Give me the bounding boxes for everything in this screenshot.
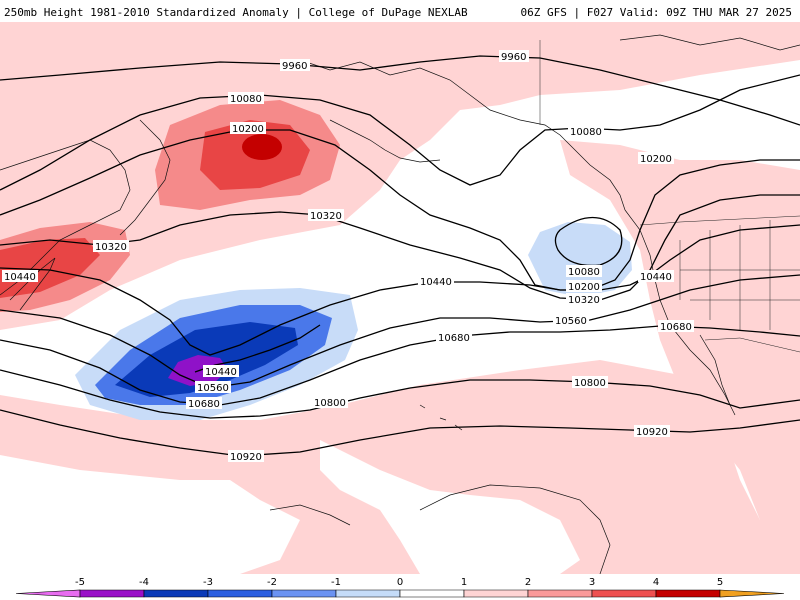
label-9960-a: 9960 [282,61,307,72]
coastlines [0,34,800,574]
near-normal-zone [320,440,580,574]
map-header: 250mb Height 1981-2010 Standardized Anom… [0,0,800,22]
contour-10800 [0,369,800,419]
label-10680-c: 10680 [188,399,220,410]
colorbar-tick-labels: -5 -4 -3 -2 -1 0 1 2 3 4 5 [75,577,723,588]
colorbar-tick-label: -4 [139,577,149,588]
anomaly-shade-japan-core [0,238,100,298]
anomaly-shade-north-pacific [0,22,800,330]
contour-10920 [0,409,800,457]
label-10560-b: 10560 [197,383,229,394]
map-title: 250mb Height 1981-2010 Standardized Anom… [4,6,468,19]
japan-coastline [9,257,56,311]
colorbar-swatch [79,589,145,598]
label-10920-b: 10920 [636,427,668,438]
label-10320-a: 10320 [310,211,342,222]
contour-10080 [0,74,800,191]
label-10560-a: 10560 [555,316,587,327]
label-10080-a: 10080 [230,94,262,105]
colorbar-swatch [271,589,337,598]
model-run-info: 06Z GFS | F027 Valid: 09Z THU MAR 27 202… [520,6,792,19]
political-borders [539,40,800,353]
us-mexico-border [704,337,800,353]
colorbar-tick-label: -1 [331,577,341,588]
baja-coastline [699,334,731,406]
label-10680-a: 10680 [438,333,470,344]
label-10680-b: 10680 [660,322,692,333]
colorbar-tick-label: 2 [525,577,531,588]
state-borders [679,220,800,330]
anomaly-max-bering [242,134,282,160]
label-9960-b: 9960 [501,52,526,63]
label-10440-a: 10440 [4,272,36,283]
anomaly-shade-west-coast-low [528,222,632,297]
label-10080-b: 10080 [570,127,602,138]
contour-labels: 9960 9960 10080 10080 10080 10200 10200 … [2,50,694,463]
colorbar-tick-label: 0 [397,577,403,588]
label-10440-d: 10440 [205,367,237,378]
strong-positive-anomalies [0,120,310,298]
new-guinea-coastline [269,504,351,526]
colorbar-swatches [15,589,785,598]
contour-10320 [0,194,800,301]
colorbar-tick-label: 5 [717,577,723,588]
colorbar-swatch [463,589,529,598]
colorbar-swatch [719,589,785,598]
colorbar-tick-label: 1 [461,577,467,588]
colorbar-tick-label: 3 [589,577,595,588]
label-10320-c: 10320 [568,295,600,306]
label-10800-b: 10800 [574,378,606,389]
colorbar-swatch [591,589,657,598]
contour-10200 [0,129,800,291]
colorbar-tick-label: -5 [75,577,85,588]
colorbar-tick-label: -3 [203,577,213,588]
label-10320-b: 10320 [95,242,127,253]
label-10200-c: 10200 [568,282,600,293]
asia-coastline [0,139,131,296]
label-10200-a: 10200 [232,124,264,135]
contour-9960 [0,55,800,126]
australia-coastline [419,484,611,574]
colorbar-swatch [335,589,401,598]
colorbar-swatch [15,589,81,598]
contour-10440 [0,224,800,356]
colorbar-swatch [527,589,593,598]
colorbar-swatch [655,589,721,598]
colorbar-swatch [143,589,209,598]
colorbar-swatch [399,589,465,598]
us-canada-border [639,215,800,226]
label-10800-a: 10800 [314,398,346,409]
label-10440-b: 10440 [420,277,452,288]
kamchatka-coastline [119,119,171,236]
label-10920-a: 10920 [230,452,262,463]
contour-10560 [0,274,800,389]
colorbar-swatch [207,589,273,598]
near-normal-zone-west [0,455,300,574]
label-10200-b: 10200 [640,154,672,165]
north-america-west-coast [624,209,736,416]
colorbar-tick-label: 4 [653,577,659,588]
label-10440-c: 10440 [640,272,672,283]
label-10080-c: 10080 [568,267,600,278]
anomaly-colorbar: -5 -4 -3 -2 -1 0 1 2 3 4 5 [0,574,800,600]
aleutian-chain [329,119,441,163]
contour-10320-closed-low [554,217,623,267]
arctic-coastline [619,34,800,51]
anomaly-map: 9960 9960 10080 10080 10080 10200 10200 … [0,22,800,574]
colorbar-tick-label: -2 [267,577,277,588]
height-contours [0,55,800,457]
